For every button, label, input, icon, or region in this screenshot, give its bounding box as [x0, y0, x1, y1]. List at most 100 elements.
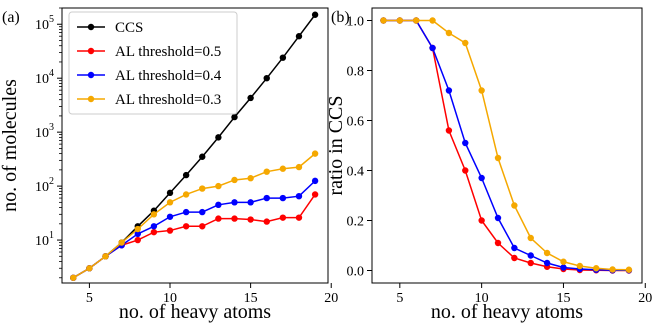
series-line [72, 194, 316, 279]
data-point [166, 199, 174, 206]
data-point [494, 239, 502, 247]
data-point [231, 113, 238, 121]
y-tick-label: 105 [35, 14, 54, 33]
data-point [527, 259, 534, 267]
data-point [527, 234, 534, 242]
data-point [231, 176, 238, 184]
data-point [445, 127, 453, 134]
data-point [279, 214, 287, 221]
y-tick-label: 104 [35, 68, 54, 87]
data-point [311, 191, 319, 198]
data-point [102, 253, 109, 260]
data-point [247, 199, 254, 206]
data-point [527, 252, 534, 259]
series-1 [70, 191, 319, 281]
x-tick-label: 20 [638, 291, 652, 306]
data-point [215, 201, 222, 209]
data-point [311, 177, 319, 185]
legend-label: AL threshold=0.5 [115, 44, 221, 60]
y-axis-label: ratio in CCS [325, 95, 347, 195]
data-point [478, 87, 485, 94]
y-axis-label: no. of molecules [0, 79, 21, 212]
legend-marker [87, 47, 95, 55]
data-point [199, 208, 206, 216]
data-point [279, 54, 287, 61]
legend-entry: AL threshold=0.5 [77, 44, 221, 60]
data-point [462, 39, 469, 47]
data-point [150, 223, 158, 230]
data-point [295, 163, 303, 171]
legend-label: CCS [115, 20, 143, 36]
x-tick-label: 15 [244, 291, 258, 306]
legend-entry: AL threshold=0.3 [77, 92, 221, 108]
x-tick-label: 10 [163, 291, 177, 306]
data-point [592, 265, 600, 272]
y-tick-label: 102 [35, 176, 54, 195]
data-point [231, 199, 238, 206]
data-point [462, 167, 469, 174]
data-point [311, 150, 319, 157]
y-tick-label: 0.2 [347, 215, 365, 230]
data-point [134, 230, 141, 238]
data-point [396, 17, 404, 24]
data-point [182, 223, 190, 230]
data-point [199, 185, 206, 192]
legend-marker [87, 71, 95, 79]
data-point [263, 194, 270, 202]
data-point [70, 274, 77, 281]
data-point [295, 33, 303, 40]
data-point [311, 11, 319, 18]
data-point [182, 208, 190, 216]
data-point [429, 17, 436, 24]
y-tick-label: 0.4 [347, 165, 365, 180]
data-point [263, 168, 270, 175]
data-point [134, 225, 141, 233]
data-point [445, 87, 453, 94]
data-point [263, 74, 270, 82]
panel-b: (b) 5 10 15 20 0.0 0.2 0.4 0.6 0.8 1.0 no. of heavy… [325, 7, 652, 323]
data-point [118, 239, 125, 246]
data-point [494, 214, 502, 222]
y-tick-label: 0.6 [347, 115, 365, 130]
data-point [263, 218, 270, 225]
data-point [295, 192, 303, 200]
x-tick-label: 20 [324, 291, 338, 306]
y-tick-label: 1.0 [347, 15, 365, 30]
data-point [511, 244, 518, 252]
legend-marker [87, 23, 95, 31]
data-point [247, 216, 254, 223]
data-point [199, 223, 206, 230]
data-point [166, 189, 174, 197]
legend-marker [87, 95, 95, 103]
series-line [383, 19, 629, 271]
panel-label: (a) [2, 9, 20, 26]
data-point [279, 194, 287, 202]
data-point [511, 202, 518, 209]
data-point [543, 249, 551, 257]
data-point [543, 259, 551, 267]
data-point [86, 265, 93, 272]
legend-entry: AL threshold=0.4 [77, 68, 222, 84]
data-point [576, 262, 584, 270]
data-point [247, 94, 254, 102]
data-point [560, 258, 567, 265]
x-axis-label: no. of heavy atoms [119, 301, 271, 323]
legend-entry: CCS [77, 20, 143, 36]
legend-label: AL threshold=0.3 [115, 92, 221, 108]
data-point [166, 227, 174, 234]
series-2 [380, 17, 633, 273]
data-point [182, 191, 190, 198]
series-0 [380, 17, 633, 274]
legend-label: AL threshold=0.4 [115, 68, 222, 84]
data-point [625, 266, 633, 273]
plot-frame [371, 7, 643, 284]
data-point [494, 154, 502, 162]
x-tick-label: 10 [475, 291, 489, 306]
data-point [150, 228, 158, 236]
series-1 [380, 17, 633, 274]
y-tick-label: 0.8 [347, 65, 365, 80]
data-point [609, 266, 616, 273]
data-point [215, 134, 222, 141]
y-tick-label: 103 [35, 122, 54, 141]
series-3 [70, 150, 319, 281]
